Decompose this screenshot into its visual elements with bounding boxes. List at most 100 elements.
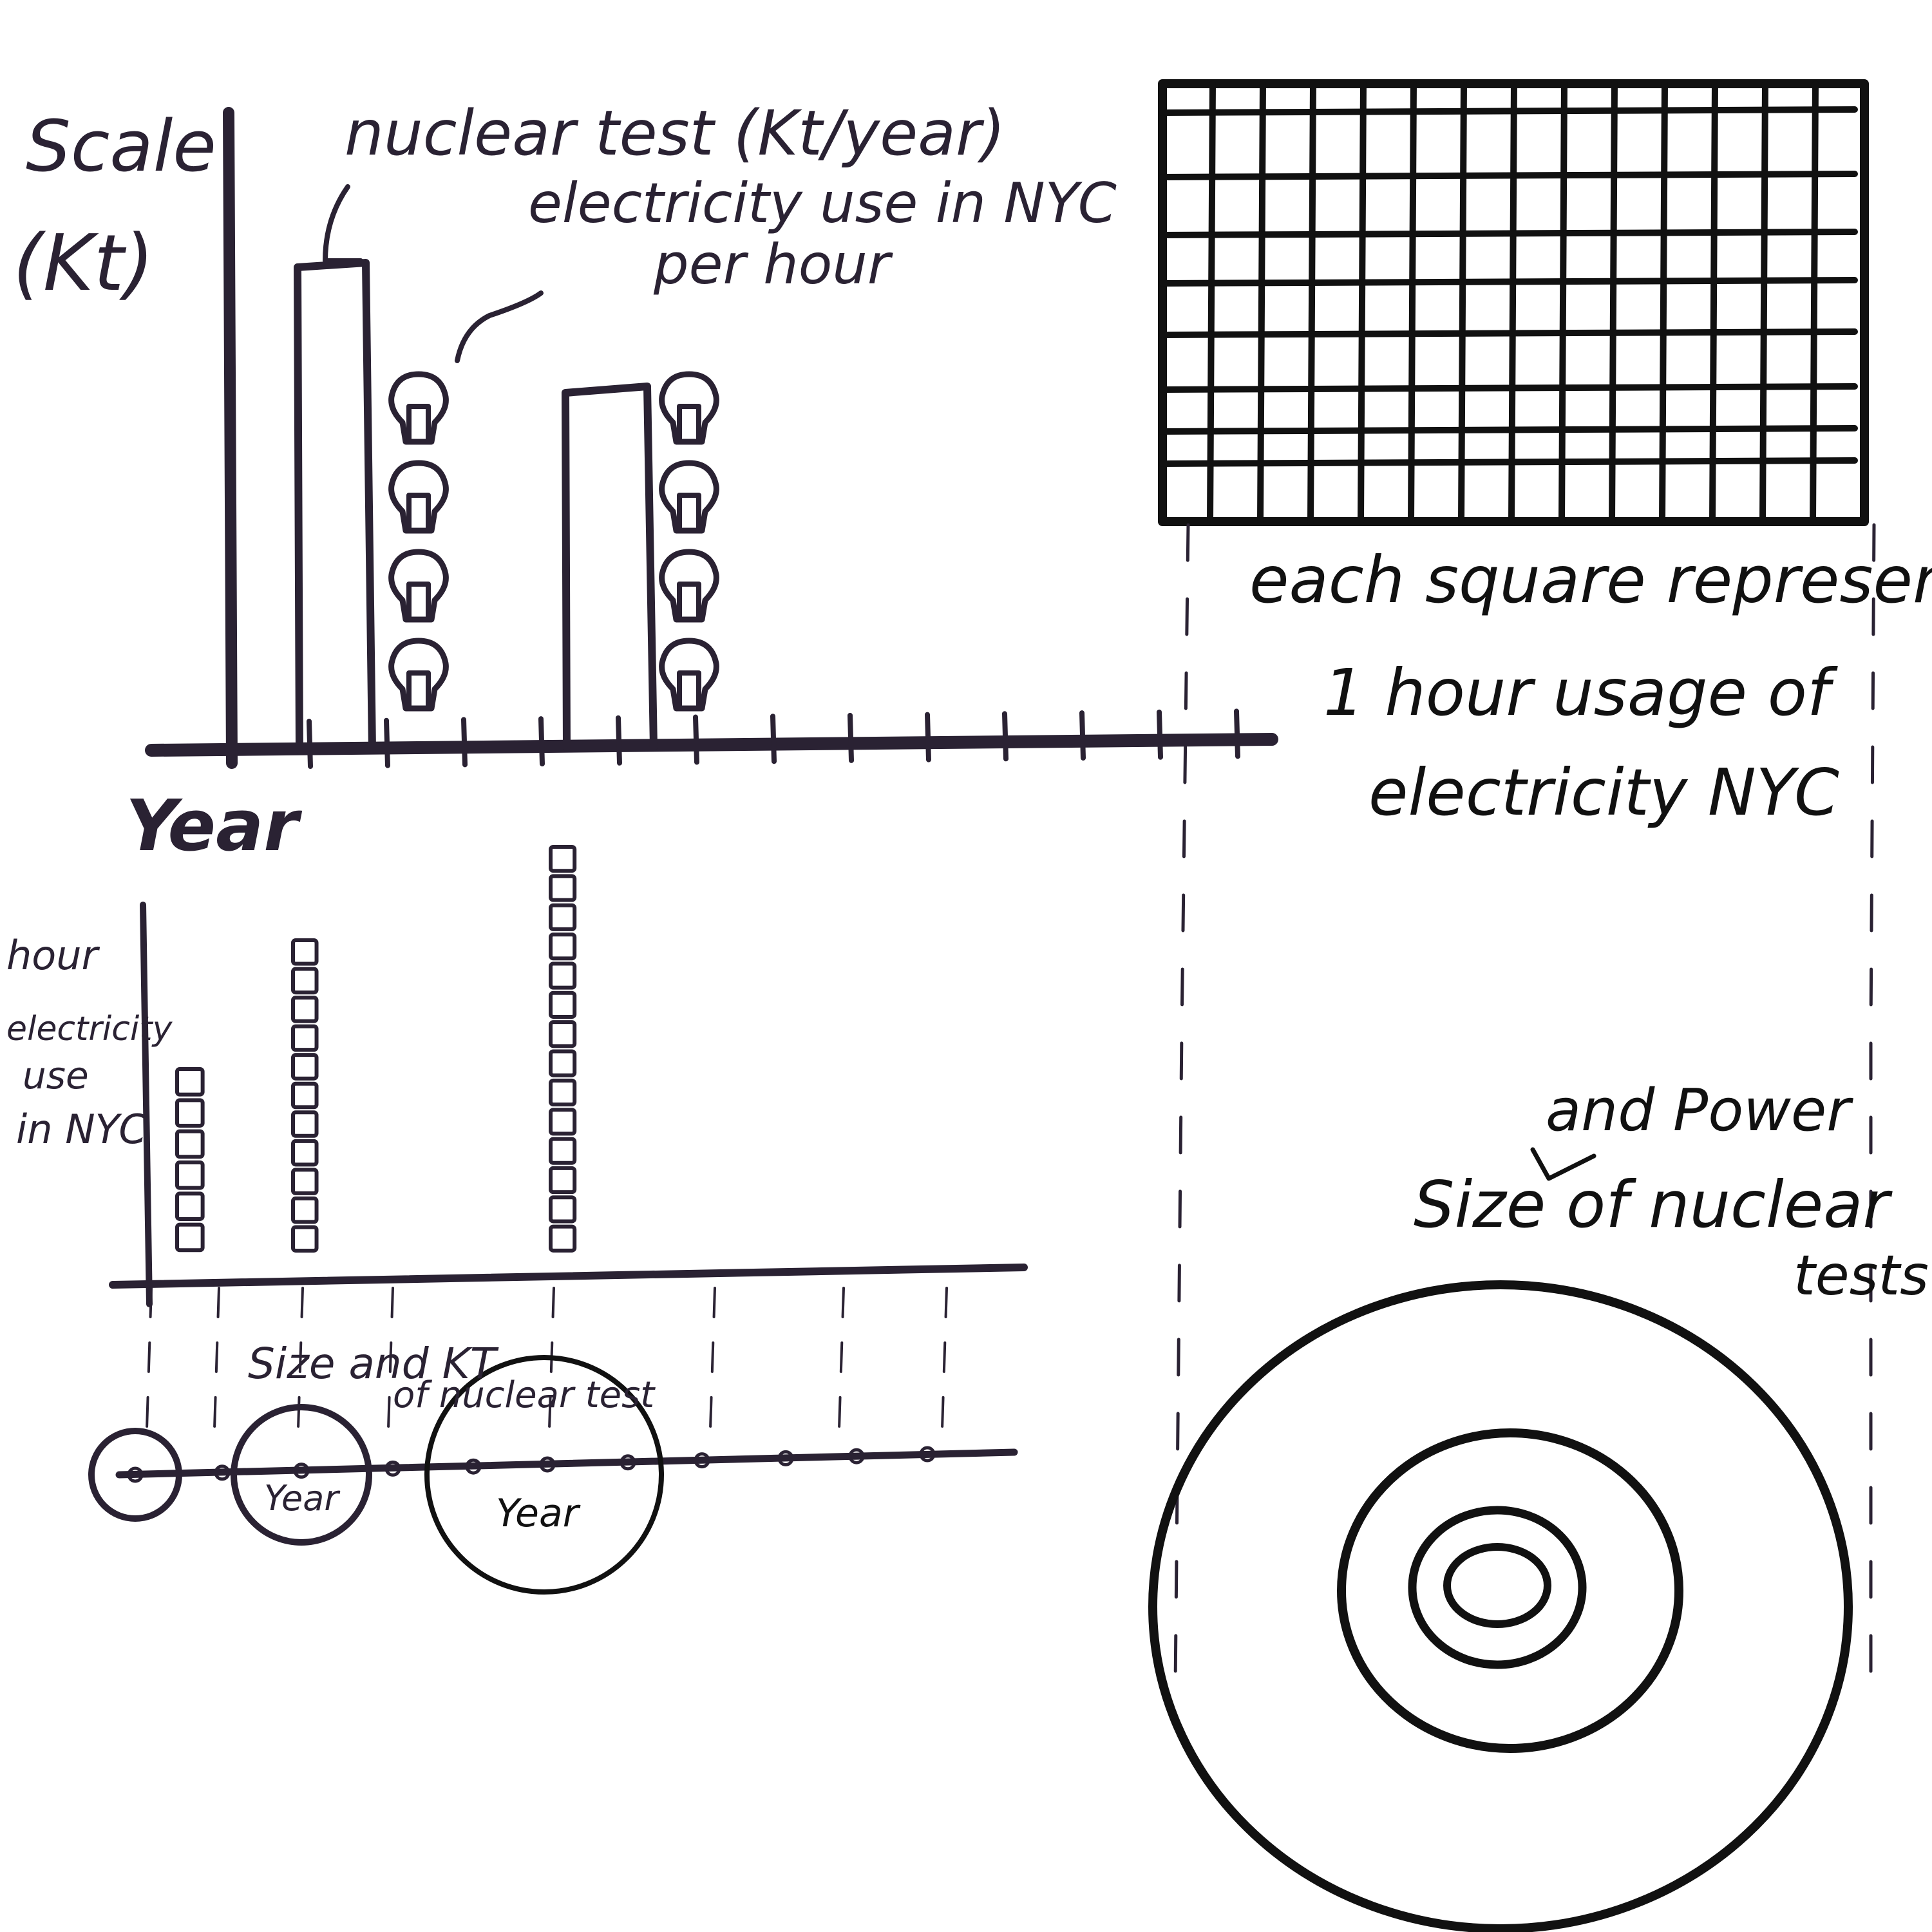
grid-line bbox=[1159, 425, 1858, 435]
electricity-square bbox=[291, 1168, 319, 1195]
lightbulb-icon bbox=[388, 549, 449, 623]
grid-line bbox=[1458, 80, 1467, 525]
grid-legend: each square represent 1 hour usage of el… bbox=[1158, 79, 1932, 1689]
top-x-axis bbox=[145, 733, 1278, 757]
lightbulb-icon bbox=[659, 549, 719, 623]
x-axis-tick bbox=[461, 717, 468, 768]
nuclear-bubble bbox=[231, 1404, 372, 1546]
legend-text-line2: 1 hour usage of bbox=[1323, 655, 1838, 730]
electricity-square bbox=[175, 1222, 205, 1253]
drop-line bbox=[708, 1287, 716, 1450]
bottom-chart: hour electricity use in NYC bbox=[6, 845, 1028, 1450]
bottom-y-label: hour bbox=[6, 932, 100, 979]
top-y-label-line2: (Kt) bbox=[13, 219, 154, 308]
nuclear-test-bar bbox=[294, 259, 376, 754]
top-chart: Scale (Kt) Year nuclear test (Kt/year) e… bbox=[13, 97, 1278, 867]
grid-line bbox=[1159, 106, 1858, 116]
axis-dot bbox=[848, 1448, 865, 1464]
axis-dot bbox=[293, 1463, 310, 1479]
grid-line bbox=[1659, 80, 1668, 525]
electricity-square bbox=[291, 1053, 319, 1081]
grid-line bbox=[1358, 80, 1367, 525]
axis-dot bbox=[694, 1452, 710, 1469]
ring bbox=[1337, 1428, 1683, 1753]
electricity-square bbox=[549, 845, 577, 873]
bottom-x-axis bbox=[109, 1264, 1028, 1289]
drop-lines bbox=[145, 1287, 948, 1450]
electricity-square bbox=[291, 938, 319, 966]
x-axis-tick bbox=[1002, 711, 1009, 762]
grid-line bbox=[1159, 229, 1858, 238]
bubble-axis bbox=[115, 1448, 1018, 1479]
bubble-axis-dots bbox=[127, 1446, 936, 1483]
electricity-square bbox=[549, 1020, 577, 1048]
electricity-square bbox=[549, 1108, 577, 1136]
lightbulb-icon bbox=[388, 371, 449, 445]
ring bbox=[1408, 1506, 1587, 1669]
drop-line bbox=[145, 1287, 153, 1450]
grid-line bbox=[1709, 80, 1718, 525]
lightbulb-icon bbox=[659, 371, 719, 445]
ring bbox=[1443, 1543, 1551, 1628]
lightbulb-icon bbox=[388, 638, 449, 712]
grid-line bbox=[1257, 80, 1266, 525]
legend-dashed-right bbox=[1869, 523, 1876, 1689]
grid-line bbox=[1159, 383, 1858, 393]
grid-line bbox=[1159, 457, 1858, 467]
bulb-label-leader bbox=[455, 290, 544, 363]
lightbulb-icon bbox=[388, 460, 449, 534]
grid-line bbox=[1159, 171, 1858, 180]
insert-caret bbox=[1530, 1147, 1596, 1181]
electricity-square bbox=[549, 903, 577, 931]
x-axis-tick bbox=[616, 715, 622, 766]
grid-line bbox=[1207, 80, 1216, 525]
lightbulb-icon bbox=[659, 638, 719, 712]
electricity-square bbox=[549, 1166, 577, 1195]
drop-line bbox=[213, 1287, 220, 1450]
top-x-axis-ticks bbox=[307, 708, 1240, 769]
electricity-square bbox=[549, 961, 577, 990]
electricity-label-line2: per hour bbox=[653, 232, 893, 297]
bubble-year-label: Year bbox=[496, 1491, 581, 1536]
legend-grid bbox=[1159, 80, 1858, 525]
bubble-label-line2: of nuclear test bbox=[393, 1374, 656, 1416]
electricity-square bbox=[175, 1160, 205, 1190]
lightbulb-stacks bbox=[388, 371, 719, 712]
electricity-square bbox=[291, 967, 319, 995]
electricity-square bbox=[549, 1078, 577, 1107]
x-axis-tick bbox=[693, 714, 699, 765]
bubble-label-line1: Size and KT bbox=[248, 1339, 499, 1388]
legend-dashed-left bbox=[1173, 523, 1190, 1689]
grid-line bbox=[1508, 80, 1517, 525]
grid-line bbox=[1307, 80, 1316, 525]
bottom-y-label: use bbox=[23, 1054, 89, 1097]
axis-dot bbox=[384, 1460, 401, 1477]
electricity-square bbox=[549, 1137, 577, 1165]
electricity-square bbox=[291, 996, 319, 1023]
x-axis-tick bbox=[1234, 708, 1240, 759]
legend-text-line1: each square represent bbox=[1249, 542, 1932, 618]
grid-line bbox=[1159, 277, 1858, 287]
bubble-year-label: Year bbox=[264, 1478, 340, 1519]
grid-line bbox=[1609, 80, 1618, 525]
axis-dot bbox=[465, 1458, 482, 1475]
grid-line bbox=[1558, 80, 1567, 525]
drop-line bbox=[386, 1287, 394, 1450]
x-axis-tick bbox=[770, 714, 777, 764]
grid-line bbox=[1408, 80, 1417, 525]
electricity-square bbox=[291, 1110, 319, 1138]
electricity-square bbox=[291, 1225, 319, 1253]
nuclear-bubble bbox=[88, 1428, 182, 1522]
x-axis-tick bbox=[538, 716, 545, 767]
electricity-square bbox=[291, 1081, 319, 1110]
top-y-axis bbox=[223, 107, 238, 769]
axis-dot bbox=[127, 1466, 144, 1483]
axis-dot bbox=[214, 1464, 231, 1481]
electricity-square bbox=[549, 1224, 577, 1253]
electricity-square bbox=[291, 1196, 319, 1224]
grid-line bbox=[1759, 80, 1768, 525]
electricity-label-line1: electricity use in NYC bbox=[528, 171, 1117, 236]
grid-line bbox=[1159, 328, 1858, 338]
top-y-label-line1: Scale bbox=[26, 105, 216, 187]
